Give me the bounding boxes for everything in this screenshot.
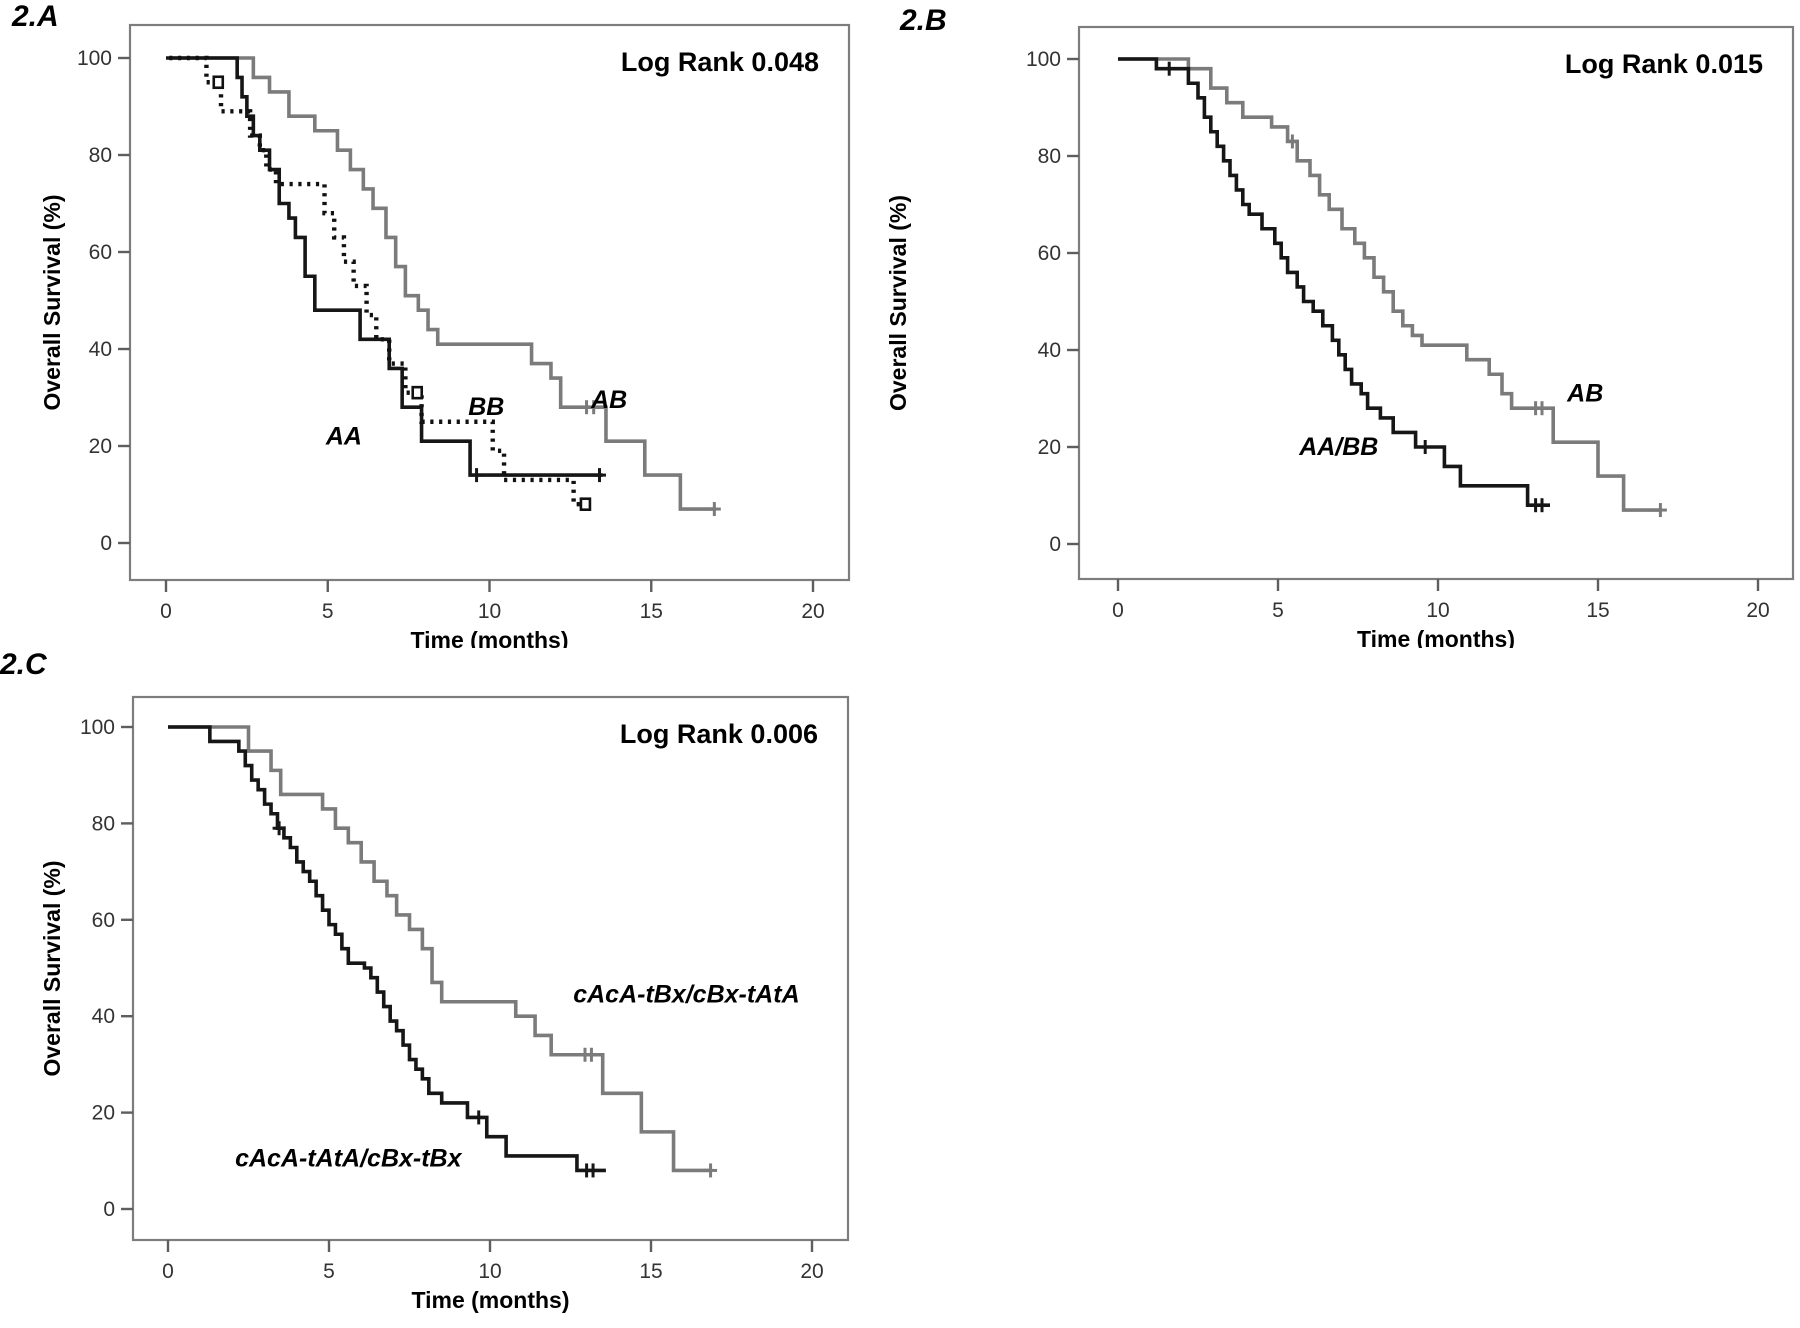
survival-curve-caca-tata-cbx-tbx	[168, 725, 606, 1173]
x-tick-label: 15	[1586, 599, 1609, 622]
x-axis-title: Time (months)	[411, 1287, 569, 1313]
log-rank-annotation: Log Rank 0.015	[1565, 49, 1763, 79]
y-tick-label: 100	[1026, 48, 1061, 71]
km-plot-svg: 0 20 40 60 80 100 0 5 10 15 20 Time (months) Overall…	[39, 23, 851, 653]
km-plot-svg: 0 20 40 60 80 100 0 5 10 15 20 Time (months) Overall…	[39, 695, 850, 1313]
panel-label-2b: 2.B	[900, 4, 947, 37]
x-tick-label: 10	[478, 1260, 501, 1283]
x-tick-label: 10	[1426, 599, 1449, 622]
curve-label-caca-tbx-cbx-tata: cAcA-tBx/cBx-tAtA	[573, 981, 799, 1009]
y-axis-title: Overall Survival (%)	[39, 194, 65, 410]
y-axis-title: Overall Survival (%)	[885, 195, 911, 411]
y-tick-label: 0	[1049, 533, 1061, 556]
y-tick-label: 100	[77, 47, 112, 70]
x-axis-title: Time (months)	[1357, 626, 1515, 648]
censor-mark	[579, 497, 592, 512]
curve-label-ab: AB	[590, 386, 627, 414]
x-tick-label: 20	[800, 1260, 823, 1283]
curve-label-bb: BB	[468, 393, 504, 421]
x-tick-label: 0	[162, 1260, 174, 1283]
y-tick-label: 80	[92, 812, 115, 835]
x-tick-label: 5	[1272, 599, 1284, 622]
y-tick-label: 20	[1038, 436, 1061, 459]
y-tick-label: 80	[89, 144, 112, 167]
panel-label-2a: 2.A	[12, 0, 59, 33]
curve-label-caca-tata-cbx-tbx: cAcA-tAtA/cBx-tBx	[235, 1144, 463, 1172]
km-chart-panel-c: 0 20 40 60 80 100 0 5 10 15 20 Time (months) Overall…	[0, 650, 860, 1328]
km-plot-svg: 0 20 40 60 80 100 0 5 10 15 20 Time (months) Overall…	[885, 25, 1795, 652]
curve-label-ab: AB	[1566, 380, 1603, 408]
x-tick-label: 15	[639, 1260, 662, 1283]
x-tick-label: 15	[640, 600, 663, 623]
x-tick-label: 0	[1112, 599, 1124, 622]
survival-curve-ab	[1118, 57, 1662, 512]
log-rank-annotation: Log Rank 0.006	[620, 719, 818, 749]
log-rank-annotation: Log Rank 0.048	[621, 47, 819, 77]
x-tick-label: 20	[801, 600, 824, 623]
censor-mark	[212, 75, 225, 90]
x-tick-label: 5	[322, 600, 334, 623]
x-tick-label: 0	[160, 600, 172, 623]
y-tick-label: 40	[92, 1005, 115, 1028]
plot-frame	[1077, 25, 1795, 581]
curve-label-aa: AA	[325, 422, 362, 450]
survival-curve-ab	[172, 56, 716, 511]
survival-curve-aa	[166, 56, 603, 477]
y-tick-label: 60	[89, 241, 112, 264]
y-tick-label: 80	[1038, 145, 1061, 168]
x-axis-title: Time (months)	[410, 627, 568, 648]
x-tick-label: 20	[1746, 599, 1769, 622]
survival-curve-aa-bb	[1118, 57, 1550, 507]
km-chart-panel-a: 0 20 40 60 80 100 0 5 10 15 20 Time (months) Overall…	[0, 0, 860, 653]
survival-curve-bb	[169, 55, 585, 507]
y-axis-title: Overall Survival (%)	[39, 860, 65, 1076]
y-tick-label: 40	[89, 338, 112, 361]
km-chart-panel-b: 0 20 40 60 80 100 0 5 10 15 20 Time (months) Overall…	[860, 0, 1800, 652]
plot-frame	[128, 23, 851, 582]
x-tick-label: 10	[478, 600, 501, 623]
y-tick-label: 40	[1038, 339, 1061, 362]
y-tick-label: 20	[89, 435, 112, 458]
y-tick-label: 0	[103, 1198, 115, 1221]
censor-mark	[411, 385, 424, 400]
y-tick-label: 20	[92, 1102, 115, 1125]
panel-label-2c: 2.C	[0, 648, 47, 681]
y-tick-label: 60	[92, 909, 115, 932]
y-tick-label: 60	[1038, 242, 1061, 265]
y-tick-label: 100	[80, 716, 115, 739]
curve-label-aa-bb: AA/BB	[1298, 433, 1378, 461]
survival-curve-caca-tbx-cbx-tata	[168, 725, 713, 1173]
x-tick-label: 5	[323, 1260, 335, 1283]
y-tick-label: 0	[100, 532, 112, 555]
